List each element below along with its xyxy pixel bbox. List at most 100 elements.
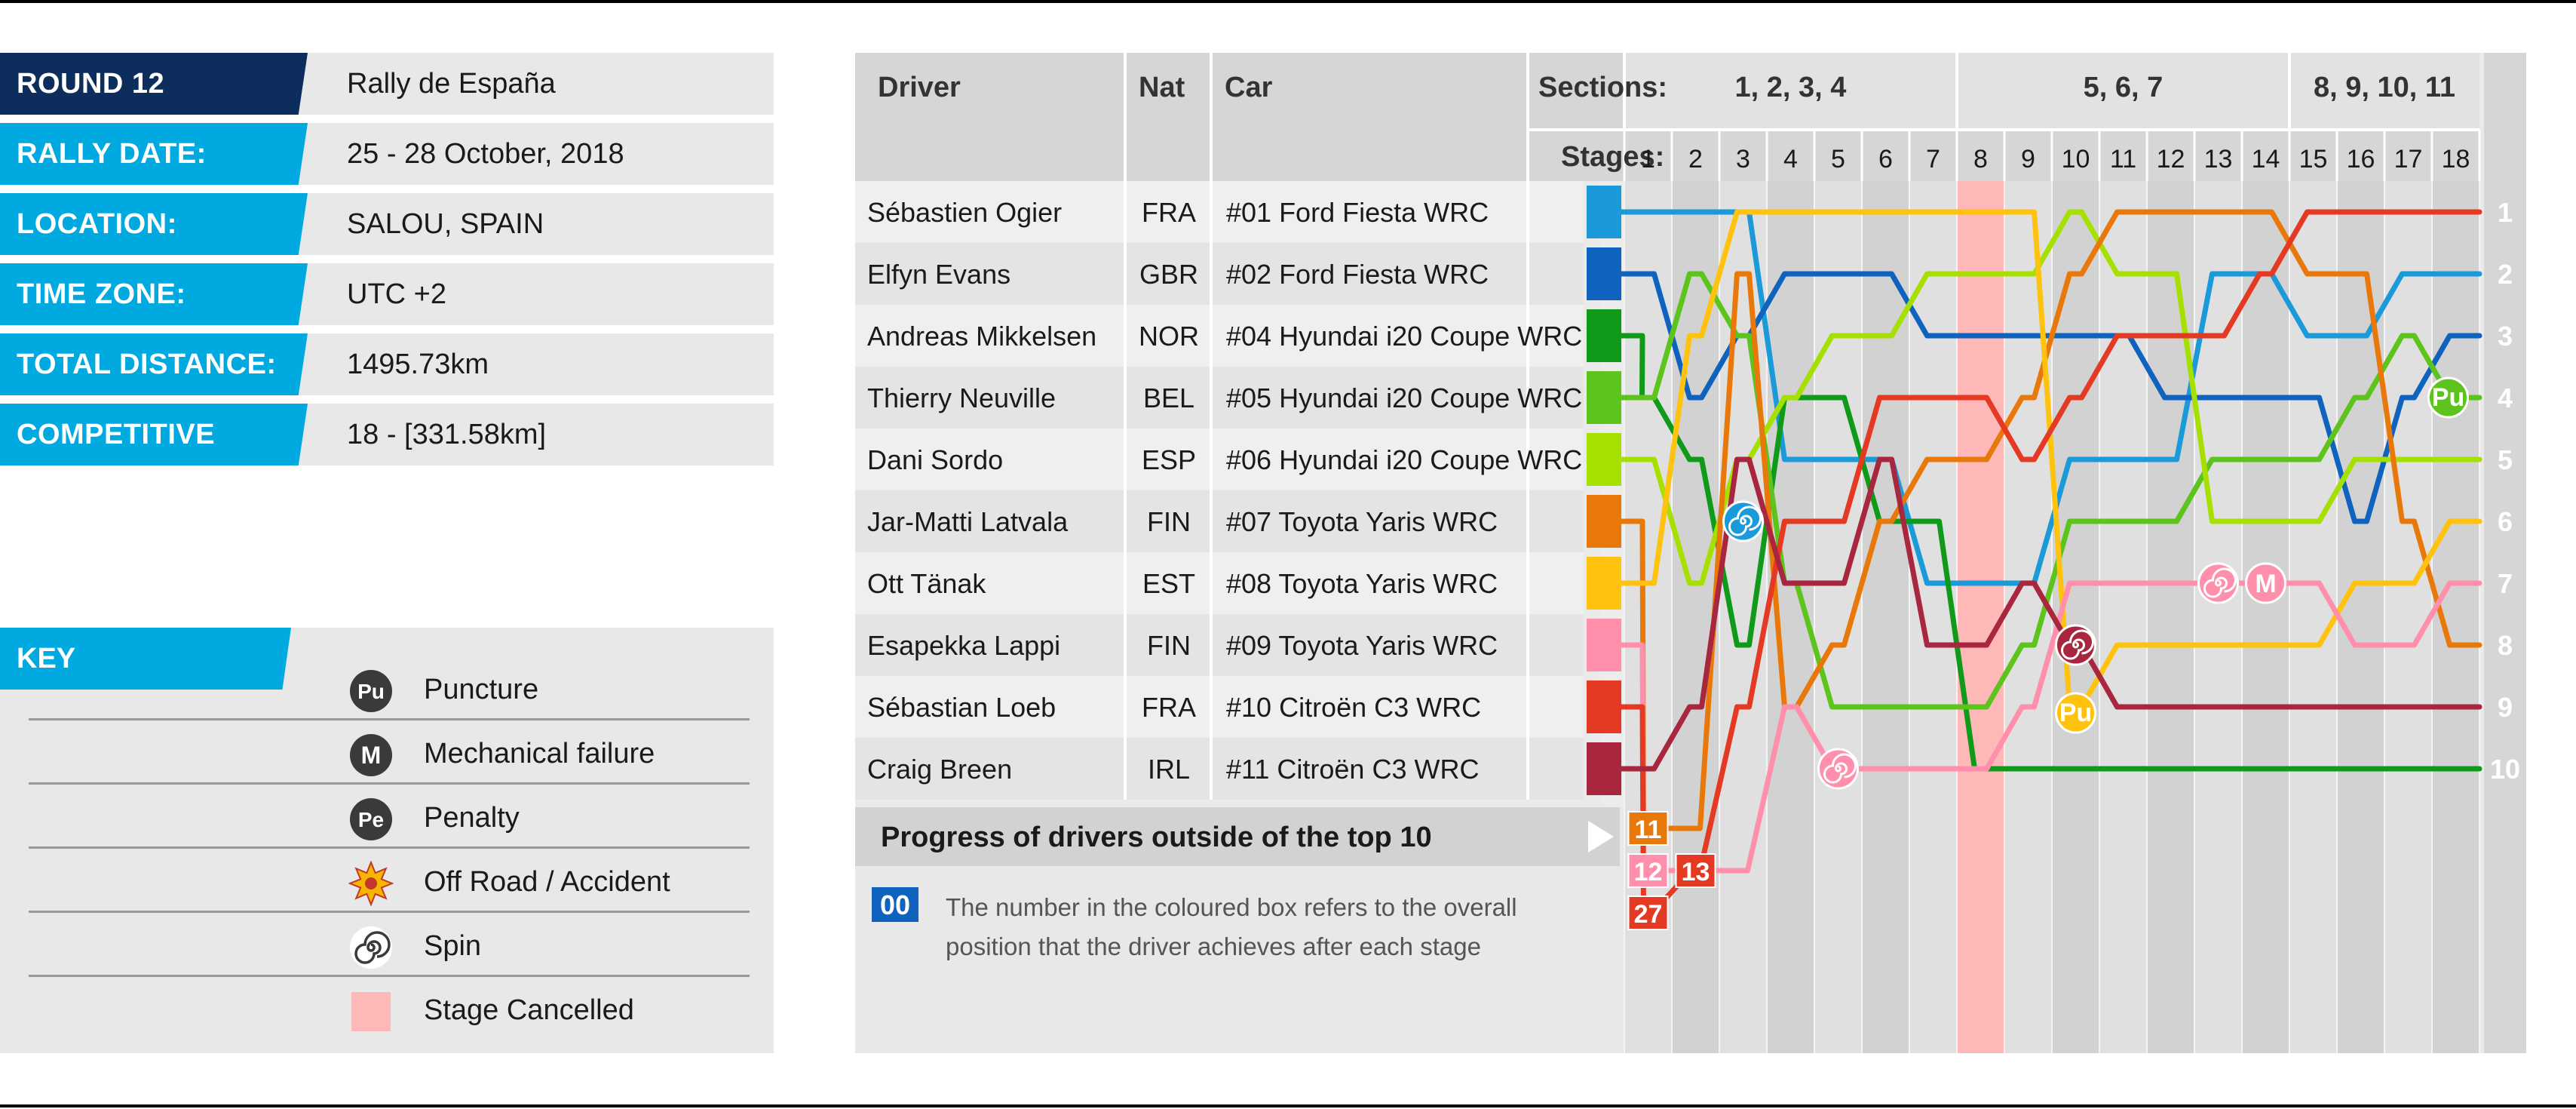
- outside-top10-badge: [1675, 853, 1716, 888]
- stage-column: [2337, 181, 2384, 1053]
- header-sections: Sections:: [1538, 72, 1667, 103]
- driver-color-box: [1587, 742, 1621, 795]
- table-row: [855, 490, 1584, 552]
- progress-header: [855, 807, 1620, 866]
- position-label: 9: [2498, 692, 2513, 723]
- driver-nat: FRA: [1142, 197, 1196, 228]
- driver-line: [1618, 209, 2482, 831]
- stage-number: 11: [2110, 145, 2136, 174]
- info-label: TIME ZONE:: [0, 263, 308, 325]
- outside-top10-position: 11: [1635, 816, 1662, 844]
- driver-nat: FIN: [1147, 506, 1191, 537]
- position-label: 5: [2498, 444, 2513, 475]
- key-divider: [29, 975, 750, 977]
- driver-line: [1618, 580, 2482, 874]
- info-value: Rally de España: [347, 68, 556, 100]
- position-label: 3: [2498, 321, 2513, 352]
- progress-label: Progress of drivers outside of the top 1…: [881, 822, 1432, 853]
- driver-car: #09 Toyota Yaris WRC: [1226, 630, 1498, 661]
- stage-number: 8: [1973, 145, 1988, 174]
- position-label: 1: [2498, 197, 2513, 228]
- outside-top10-badge: [1627, 895, 1669, 930]
- info-value: SALOU, SPAIN: [347, 208, 544, 240]
- driver-color-box: [1587, 680, 1621, 733]
- stage-column: [2384, 181, 2432, 1053]
- driver-color-box: [1587, 371, 1621, 424]
- info-label: COMPETITIVE STAGES:: [0, 404, 308, 465]
- progress-arrow-icon: [1588, 821, 1614, 852]
- stage-column: [1909, 181, 1957, 1053]
- driver-name: Craig Breen: [867, 754, 1012, 785]
- position-label: 6: [2498, 506, 2513, 537]
- key-label: Mechanical failure: [424, 738, 655, 770]
- driver-nat: ESP: [1142, 444, 1196, 475]
- section-label: 1, 2, 3, 4: [1735, 72, 1847, 103]
- driver-nat: EST: [1142, 568, 1195, 599]
- puncture-icon: Pu: [348, 668, 394, 714]
- svg-text:Pu: Pu: [357, 680, 385, 703]
- stage-column: [2099, 181, 2147, 1053]
- key-item: Pe Penalty: [0, 786, 774, 850]
- driver-car: #11 Citroën C3 WRC: [1226, 754, 1479, 785]
- table-row: [855, 552, 1584, 614]
- info-row: COMPETITIVE STAGES: 18 - [331.58km]: [0, 404, 774, 465]
- info-value: 1495.73km: [347, 349, 489, 380]
- table-row: [855, 429, 1584, 490]
- svg-text:M: M: [2255, 570, 2276, 598]
- key-label: Spin: [424, 930, 482, 962]
- table-header-background: [855, 53, 1624, 181]
- note-line: The number in the coloured box refers to…: [946, 893, 1517, 921]
- key-item: Stage Cancelled: [0, 978, 774, 1043]
- key-item: Spin: [0, 914, 774, 978]
- table-row: [855, 738, 1584, 800]
- key-item: M Mechanical failure: [0, 722, 774, 786]
- key-item: Off Road / Accident: [0, 850, 774, 914]
- spin-icon: [1817, 748, 1859, 790]
- info-label: RALLY DATE:: [0, 123, 308, 185]
- penalty-icon: Pe: [348, 797, 394, 842]
- outside-top10-badge: [1627, 853, 1669, 888]
- driver-nat: FIN: [1147, 630, 1191, 661]
- section-label: 5, 6, 7: [2084, 72, 2164, 103]
- info-row: TIME ZONE: UTC +2: [0, 263, 774, 325]
- info-row: RALLY DATE: 25 - 28 October, 2018: [0, 123, 774, 185]
- stage-column: [2147, 181, 2194, 1053]
- key-divider: [29, 782, 750, 785]
- svg-text:Pu: Pu: [2059, 699, 2092, 727]
- spin-icon: [348, 925, 394, 970]
- stage-column: [2289, 181, 2337, 1053]
- driver-color-box: [1587, 495, 1621, 548]
- table-row: [855, 243, 1584, 305]
- driver-line: [1618, 209, 2482, 916]
- position-label: 10: [2490, 754, 2520, 785]
- info-label: ROUND 12: [0, 53, 308, 115]
- stage-number: 4: [1783, 145, 1798, 174]
- driver-line: [1618, 333, 2482, 772]
- stage-cancelled-icon: [348, 989, 394, 1034]
- driver-color-box: [1587, 619, 1621, 671]
- driver-nat: GBR: [1139, 259, 1198, 290]
- stage-cancelled-band: [1957, 181, 2004, 1053]
- driver-color-box: [1587, 247, 1621, 300]
- table-row: [855, 181, 1584, 243]
- driver-line: [1618, 271, 2482, 710]
- key-label: Off Road / Accident: [424, 866, 670, 898]
- stage-number: 7: [1926, 145, 1940, 174]
- driver-name: Andreas Mikkelsen: [867, 321, 1096, 352]
- top-rule: [0, 0, 2576, 3]
- table-row: [855, 367, 1584, 429]
- stage-number: 14: [2252, 145, 2280, 174]
- sections-header-background: [1624, 53, 2479, 130]
- position-label: 4: [2498, 382, 2513, 413]
- header-stages: Stages:: [1561, 141, 1664, 173]
- svg-text:Pu: Pu: [2432, 383, 2464, 412]
- driver-car: #05 Hyundai i20 Coupe WRC: [1226, 382, 1582, 413]
- key-label: Stage Cancelled: [424, 994, 634, 1026]
- info-value: 25 - 28 October, 2018: [347, 138, 624, 170]
- position-label: 2: [2498, 259, 2513, 290]
- key-divider: [29, 718, 750, 720]
- position-label: 8: [2498, 630, 2513, 661]
- key-divider: [29, 911, 750, 913]
- driver-car: #08 Toyota Yaris WRC: [1226, 568, 1498, 599]
- stage-number: 17: [2394, 145, 2423, 174]
